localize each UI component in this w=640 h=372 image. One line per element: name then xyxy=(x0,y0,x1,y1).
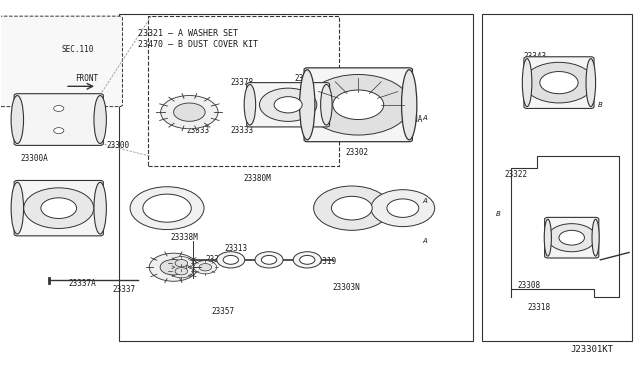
Text: 23337: 23337 xyxy=(113,285,136,294)
Bar xyxy=(119,14,473,341)
Bar xyxy=(483,14,632,341)
Text: J23301KT: J23301KT xyxy=(570,345,613,354)
Circle shape xyxy=(143,194,191,222)
Circle shape xyxy=(161,96,218,129)
Ellipse shape xyxy=(244,84,255,125)
Circle shape xyxy=(547,224,596,252)
Ellipse shape xyxy=(94,96,106,144)
Circle shape xyxy=(293,252,321,268)
Text: 23300: 23300 xyxy=(106,141,130,150)
Text: 23310: 23310 xyxy=(294,74,317,83)
Text: 23313M: 23313M xyxy=(205,255,233,264)
Ellipse shape xyxy=(586,59,596,107)
Ellipse shape xyxy=(300,70,315,140)
Text: 23338M: 23338M xyxy=(170,233,198,242)
Text: 23378: 23378 xyxy=(231,78,254,87)
Text: A: A xyxy=(423,115,428,121)
Circle shape xyxy=(54,128,64,134)
Text: 23333: 23333 xyxy=(186,126,209,135)
Text: B: B xyxy=(598,102,603,108)
Circle shape xyxy=(170,264,193,278)
Circle shape xyxy=(255,252,283,268)
Text: 23030B: 23030B xyxy=(20,195,48,203)
Ellipse shape xyxy=(401,70,417,140)
FancyBboxPatch shape xyxy=(14,180,103,236)
Circle shape xyxy=(259,88,317,121)
Ellipse shape xyxy=(544,219,552,256)
Text: A: A xyxy=(423,198,428,204)
Text: 23300A: 23300A xyxy=(20,154,48,163)
Circle shape xyxy=(300,256,315,264)
Text: 23321 — A WASHER SET: 23321 — A WASHER SET xyxy=(138,29,238,38)
Text: 23337A: 23337A xyxy=(68,279,96,288)
Circle shape xyxy=(371,190,435,227)
Circle shape xyxy=(332,196,372,220)
Text: 23470 — B DUST COVER KIT: 23470 — B DUST COVER KIT xyxy=(138,40,259,49)
Text: 23322: 23322 xyxy=(505,170,528,179)
Text: 23319: 23319 xyxy=(314,257,337,266)
FancyBboxPatch shape xyxy=(545,217,599,258)
Circle shape xyxy=(175,267,188,275)
Text: 23303NA: 23303NA xyxy=(390,115,422,124)
Circle shape xyxy=(41,198,77,218)
Circle shape xyxy=(24,188,94,228)
Circle shape xyxy=(160,260,187,275)
Circle shape xyxy=(54,106,64,112)
Circle shape xyxy=(194,260,217,274)
Circle shape xyxy=(149,253,198,281)
Circle shape xyxy=(217,252,245,268)
Text: SEC.110: SEC.110 xyxy=(62,45,94,54)
Circle shape xyxy=(559,230,584,245)
Text: 23303N: 23303N xyxy=(333,283,360,292)
FancyBboxPatch shape xyxy=(246,83,330,127)
Circle shape xyxy=(173,103,205,121)
Circle shape xyxy=(175,260,188,267)
Text: 23333: 23333 xyxy=(231,126,254,135)
Bar xyxy=(148,16,339,166)
Text: 23312: 23312 xyxy=(409,205,433,215)
Circle shape xyxy=(130,187,204,230)
Circle shape xyxy=(274,97,302,113)
Circle shape xyxy=(261,256,276,264)
FancyBboxPatch shape xyxy=(14,94,103,145)
Text: 23380M: 23380M xyxy=(244,174,271,183)
Circle shape xyxy=(524,62,594,103)
FancyBboxPatch shape xyxy=(304,68,412,142)
Ellipse shape xyxy=(592,219,599,256)
Text: 23308: 23308 xyxy=(518,281,541,290)
Text: 23357: 23357 xyxy=(212,307,235,316)
Text: 23318: 23318 xyxy=(527,303,550,312)
Ellipse shape xyxy=(321,84,332,125)
Text: 23379: 23379 xyxy=(173,111,196,121)
Ellipse shape xyxy=(11,96,24,144)
Circle shape xyxy=(223,256,239,264)
Ellipse shape xyxy=(522,59,532,107)
Ellipse shape xyxy=(11,182,24,234)
Text: 23302: 23302 xyxy=(346,148,369,157)
Circle shape xyxy=(199,264,212,271)
Text: 23313: 23313 xyxy=(225,244,248,253)
Circle shape xyxy=(387,199,419,217)
Circle shape xyxy=(314,186,390,230)
Ellipse shape xyxy=(94,182,106,234)
Text: 23343: 23343 xyxy=(524,52,547,61)
Circle shape xyxy=(170,257,193,270)
Text: FRONT: FRONT xyxy=(75,74,98,83)
Circle shape xyxy=(540,71,578,94)
Text: A: A xyxy=(423,238,428,244)
Text: B: B xyxy=(496,211,500,217)
FancyBboxPatch shape xyxy=(524,57,594,109)
Circle shape xyxy=(333,90,384,119)
FancyBboxPatch shape xyxy=(0,16,122,107)
Circle shape xyxy=(306,74,410,135)
